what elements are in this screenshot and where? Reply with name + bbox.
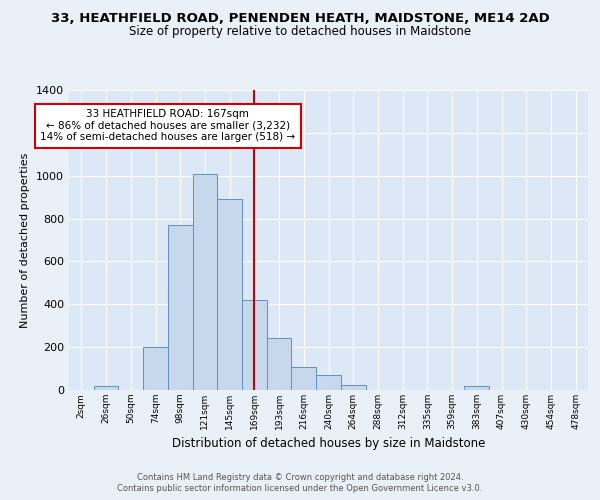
Bar: [193, 174, 217, 390]
Bar: [217, 198, 242, 390]
Text: Size of property relative to detached houses in Maidstone: Size of property relative to detached ho…: [129, 25, 471, 38]
Text: Contains public sector information licensed under the Open Government Licence v3: Contains public sector information licen…: [118, 484, 482, 493]
Y-axis label: Number of detached properties: Number of detached properties: [20, 152, 31, 328]
Bar: [316, 376, 341, 390]
Bar: [242, 300, 267, 390]
Bar: [168, 225, 193, 390]
Bar: [143, 347, 168, 390]
Bar: [292, 367, 316, 390]
Text: 33 HEATHFIELD ROAD: 167sqm
← 86% of detached houses are smaller (3,232)
14% of s: 33 HEATHFIELD ROAD: 167sqm ← 86% of deta…: [40, 110, 295, 142]
Text: 33, HEATHFIELD ROAD, PENENDEN HEATH, MAIDSTONE, ME14 2AD: 33, HEATHFIELD ROAD, PENENDEN HEATH, MAI…: [50, 12, 550, 26]
Bar: [94, 386, 118, 390]
Bar: [267, 338, 292, 390]
Text: Contains HM Land Registry data © Crown copyright and database right 2024.: Contains HM Land Registry data © Crown c…: [137, 472, 463, 482]
Bar: [464, 386, 489, 390]
X-axis label: Distribution of detached houses by size in Maidstone: Distribution of detached houses by size …: [172, 438, 485, 450]
Bar: [341, 386, 365, 390]
